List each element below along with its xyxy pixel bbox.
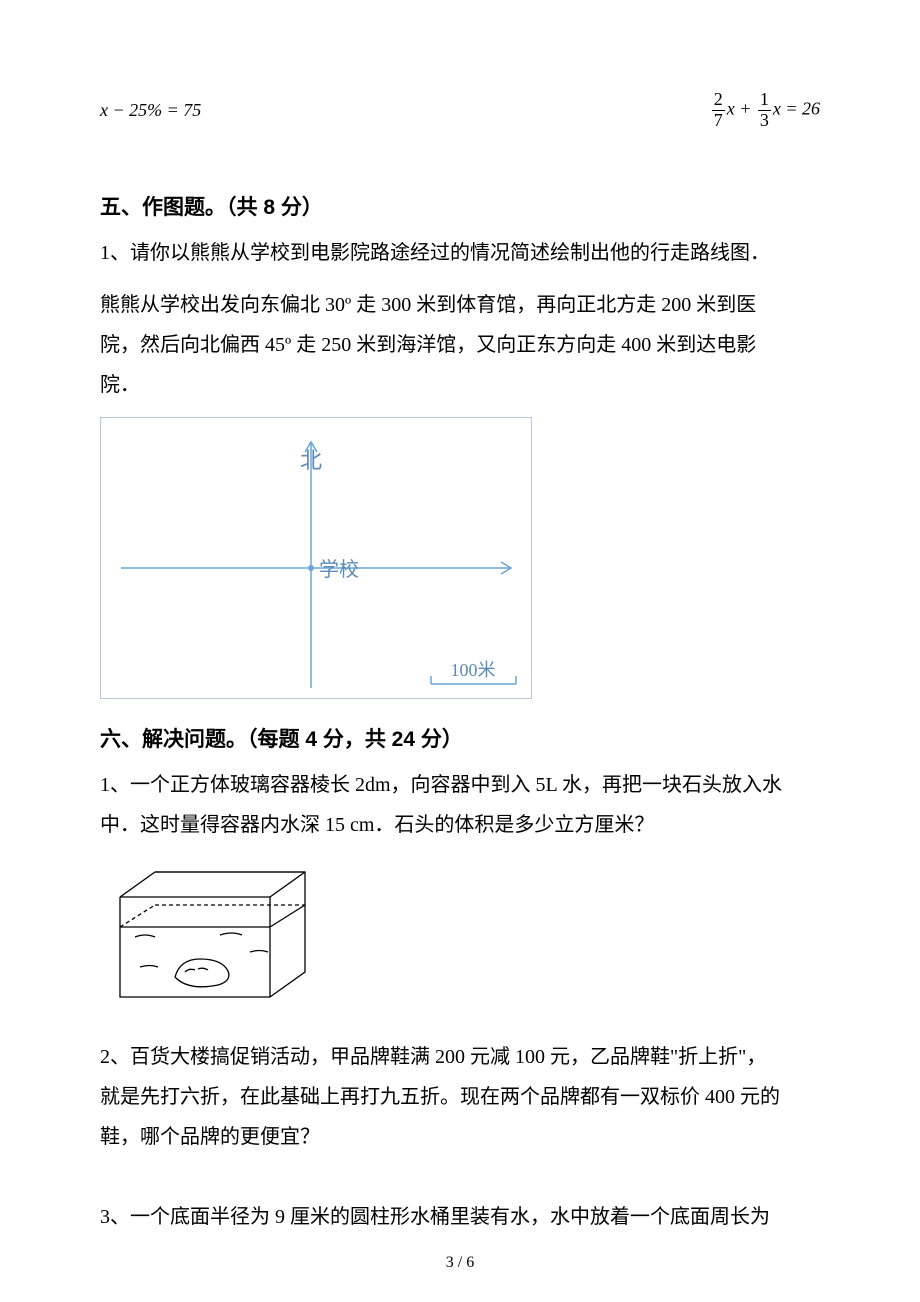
s6-q2-line1: 2、百货大楼搞促销活动，甲品牌鞋满 200 元减 100 元，乙品牌鞋"折上折"… xyxy=(100,1037,820,1077)
cube-water-left xyxy=(120,905,155,927)
compass-diagram: 北 学校 100米 xyxy=(100,417,532,699)
cube-top-right-edge xyxy=(270,872,305,897)
fraction-2: 1 3 xyxy=(758,90,771,131)
compass-north-label: 北 xyxy=(300,448,322,473)
section5-heading: 五、作图题。（共 8 分） xyxy=(100,191,820,221)
cube-svg xyxy=(100,857,310,1007)
compass-scale-label: 100米 xyxy=(451,660,496,680)
equation-right: 2 7 x + 1 3 x = 26 xyxy=(710,90,820,131)
cube-rock-detail-2 xyxy=(198,968,208,970)
equation-right-mid2: x = 26 xyxy=(773,98,820,118)
cube-ripple-4 xyxy=(140,965,158,967)
compass-center-label: 学校 xyxy=(319,558,359,581)
compass-center-dot xyxy=(308,565,314,571)
compass-svg: 北 学校 100米 xyxy=(101,418,531,698)
s5-q1-line3: 院，然后向北偏西 45º 走 250 米到海洋馆，又向正东方向走 400 米到达… xyxy=(100,325,820,365)
equation-left: x − 25% = 75 xyxy=(100,100,201,121)
fraction-1-num: 2 xyxy=(712,90,725,111)
cube-ripple-2 xyxy=(220,933,242,935)
s6-q3-line1: 3、一个底面半径为 9 厘米的圆柱形水桶里装有水，水中放着一个底面周长为 xyxy=(100,1197,820,1237)
page: x − 25% = 75 2 7 x + 1 3 x = 26 五、作图题。（共… xyxy=(0,0,920,1302)
cube-rock-detail-1 xyxy=(185,969,195,972)
equation-row: x − 25% = 75 2 7 x + 1 3 x = 26 xyxy=(100,90,820,131)
equation-right-mid1: x + xyxy=(727,98,756,118)
cube-water-side xyxy=(270,905,305,927)
s6-q2-line2: 就是先打六折，在此基础上再打九五折。现在两个品牌都有一双标价 400 元的 xyxy=(100,1077,820,1117)
s5-q1-line1: 1、请你以熊熊从学校到电影院路途经过的情况简述绘制出他的行走路线图． xyxy=(100,233,820,273)
s6-q2-line3: 鞋，哪个品牌的更便宜？ xyxy=(100,1117,820,1157)
s6-q1-line1: 1、一个正方体玻璃容器棱长 2dm，向容器中到入 5L 水，再把一块石头放入水 xyxy=(100,765,820,805)
cube-diagram xyxy=(100,857,310,1007)
s5-q1-line4: 院． xyxy=(100,365,820,405)
section6-heading: 六、解决问题。（每题 4 分，共 24 分） xyxy=(100,723,820,753)
cube-rock xyxy=(175,959,229,987)
s5-q1-line2: 熊熊从学校出发向东偏北 30º 走 300 米到体育馆，再向正北方走 200 米… xyxy=(100,285,820,325)
cube-front xyxy=(120,897,270,997)
fraction-1-den: 7 xyxy=(712,111,725,131)
fraction-2-num: 1 xyxy=(758,90,771,111)
page-footer: 3 / 6 xyxy=(0,1254,920,1272)
cube-ripple-1 xyxy=(135,935,155,937)
s6-q1-line2: 中．这时量得容器内水深 15 cm．石头的体积是多少立方厘米？ xyxy=(100,805,820,845)
cube-ripple-3 xyxy=(250,950,268,952)
fraction-2-den: 3 xyxy=(758,111,771,131)
fraction-1: 2 7 xyxy=(712,90,725,131)
